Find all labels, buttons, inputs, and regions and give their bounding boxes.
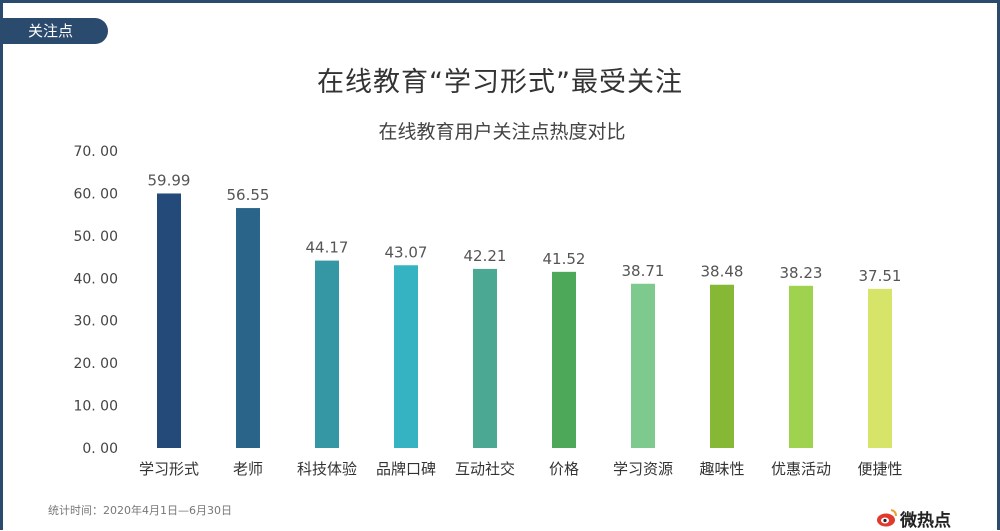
logo: 微热点 — [876, 506, 951, 531]
y-tick-label: 50. 00 — [73, 229, 118, 245]
y-tick-label: 40. 00 — [73, 271, 118, 287]
value-label: 43.07 — [385, 243, 428, 261]
y-tick-label: 30. 00 — [73, 314, 118, 330]
bar-4 — [394, 265, 418, 448]
bar-8 — [710, 284, 734, 448]
bar-1 — [157, 193, 181, 448]
value-label: 44.17 — [306, 239, 349, 257]
value-label: 56.55 — [227, 186, 270, 204]
category-label: 互动社交 — [455, 460, 515, 478]
y-tick-label: 10. 00 — [73, 399, 118, 415]
weibo-eye-icon — [877, 509, 897, 527]
value-label: 38.71 — [622, 262, 665, 280]
footnote: 统计时间：2020年4月1日—6月30日 — [48, 504, 232, 517]
y-tick-label: 60. 00 — [73, 186, 118, 202]
y-tick-label: 20. 00 — [73, 356, 118, 372]
category-label: 科技体验 — [297, 460, 357, 478]
category-label: 学习资源 — [613, 460, 673, 478]
category-label: 优惠活动 — [771, 460, 831, 478]
y-axis: 0. 00 10. 00 20. 00 30. 00 40. 00 50. 00 60. 0… — [73, 144, 118, 457]
bar-5 — [473, 268, 497, 448]
y-tick-label: 0. 00 — [82, 441, 118, 457]
value-label: 38.48 — [701, 263, 744, 281]
bar-6 — [552, 271, 576, 448]
category-label: 老师 — [233, 460, 263, 478]
logo-text: 微热点 — [900, 510, 951, 531]
bar-7 — [631, 283, 655, 448]
bar-10 — [868, 288, 892, 448]
category-label: 便捷性 — [857, 460, 902, 478]
category-label: 品牌口碑 — [376, 460, 436, 478]
bar-9 — [789, 285, 813, 448]
bar-2 — [236, 208, 260, 448]
value-label: 37.51 — [859, 267, 902, 285]
category-label: 学习形式 — [139, 460, 199, 478]
value-label: 42.21 — [464, 247, 507, 265]
category-label: 价格 — [549, 460, 579, 478]
chart-title: 在线教育用户关注点热度对比 — [378, 121, 625, 143]
value-label: 41.52 — [543, 250, 586, 268]
bar-chart: 在线教育用户关注点热度对比 0. 00 10. 00 20. 00 30. 00 40.… — [73, 121, 903, 478]
y-tick-label: 70. 00 — [73, 144, 118, 160]
bar-3 — [315, 260, 339, 448]
page-title: 在线教育“学习形式”最受关注 — [317, 67, 683, 98]
value-label: 38.23 — [780, 264, 823, 282]
value-label: 59.99 — [148, 171, 191, 189]
bars-group: 59.99 学习形式 56.55 老师 44.17 科技体验 43.07 品牌口碑 42.21 互… — [139, 171, 903, 478]
section-tag: 关注点 — [0, 18, 108, 44]
category-label: 趣味性 — [699, 460, 744, 478]
